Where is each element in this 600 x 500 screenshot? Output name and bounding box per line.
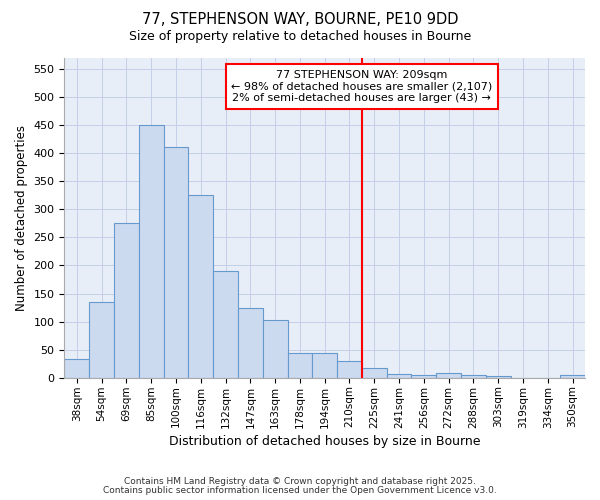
Text: 77 STEPHENSON WAY: 209sqm
← 98% of detached houses are smaller (2,107)
2% of sem: 77 STEPHENSON WAY: 209sqm ← 98% of detac… (231, 70, 493, 103)
X-axis label: Distribution of detached houses by size in Bourne: Distribution of detached houses by size … (169, 434, 481, 448)
Bar (213, 271, 238, 378)
Bar (313, 352, 337, 378)
Bar (412, 375, 436, 378)
Text: 77, STEPHENSON WAY, BOURNE, PE10 9DD: 77, STEPHENSON WAY, BOURNE, PE10 9DD (142, 12, 458, 28)
Bar (436, 372, 461, 378)
Bar (114, 224, 139, 378)
Y-axis label: Number of detached properties: Number of detached properties (15, 124, 28, 310)
Text: Contains public sector information licensed under the Open Government Licence v3: Contains public sector information licen… (103, 486, 497, 495)
Bar (238, 308, 263, 378)
Bar (560, 375, 585, 378)
Bar (486, 376, 511, 378)
Bar (362, 368, 386, 378)
Bar (64, 359, 89, 378)
Bar (89, 302, 114, 378)
Bar (337, 361, 362, 378)
Bar (287, 352, 313, 378)
Bar (386, 374, 412, 378)
Text: Size of property relative to detached houses in Bourne: Size of property relative to detached ho… (129, 30, 471, 43)
Bar (188, 195, 213, 378)
Text: Contains HM Land Registry data © Crown copyright and database right 2025.: Contains HM Land Registry data © Crown c… (124, 477, 476, 486)
Bar (461, 375, 486, 378)
Bar (164, 148, 188, 378)
Bar (263, 320, 287, 378)
Bar (139, 125, 164, 378)
